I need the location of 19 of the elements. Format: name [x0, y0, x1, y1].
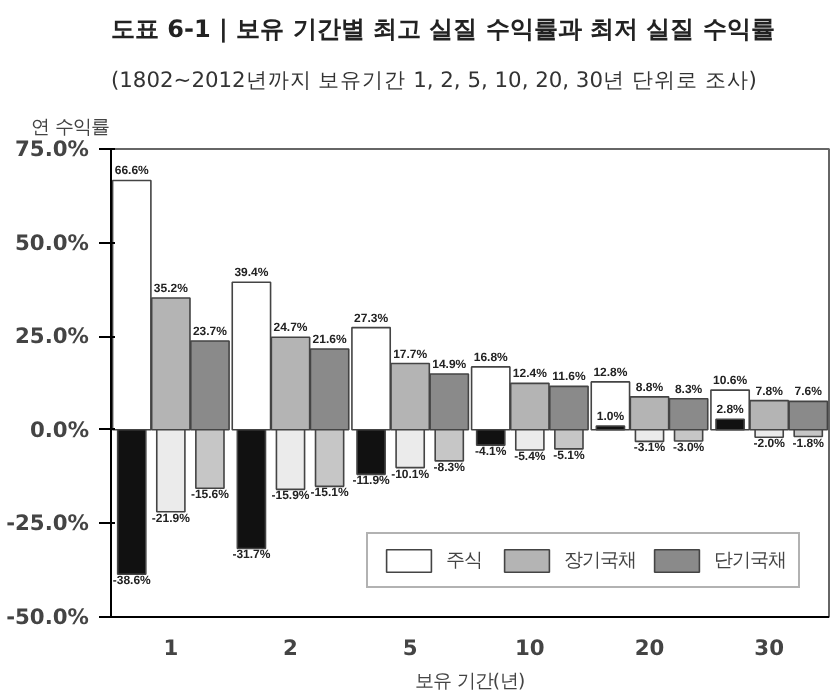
y-tick-label: 75.0% [15, 136, 90, 162]
y-tick-label: -25.0% [6, 510, 90, 537]
x-tick-label: 20 [634, 635, 665, 661]
y-tick-label: 0.0% [29, 416, 90, 443]
y-tick-label: -50.0% [6, 604, 90, 630]
chart-subtitle: (1802~2012년까지 보유기간 1, 2, 5, 10, 20, 30년 단위로 조사) [111, 67, 757, 93]
x-tick-label: 30 [754, 635, 785, 661]
x-tick-label: 5 [402, 635, 418, 661]
y-tick-label: 50.0% [15, 229, 90, 256]
legend-label: 단기국채 [714, 547, 786, 573]
x-axis-title: 보유 기간(년) [414, 671, 526, 693]
x-tick-label: 1 [163, 635, 179, 661]
y-tick-label: 25.0% [15, 323, 90, 350]
legend-label: 주식 [446, 547, 484, 573]
chart-title: 도표 6-1 | 보유 기간별 최고 실질 수익률과 최저 실질 수익률 [111, 15, 775, 43]
x-tick-label: 2 [283, 635, 298, 661]
y-axis-title: 연 수익률 [31, 117, 109, 139]
legend-label: 장기국채 [564, 547, 636, 573]
x-tick-label: 10 [515, 635, 545, 661]
